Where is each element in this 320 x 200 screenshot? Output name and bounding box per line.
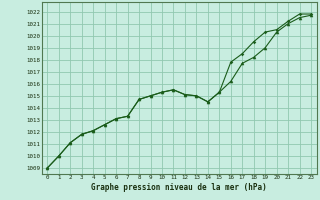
X-axis label: Graphe pression niveau de la mer (hPa): Graphe pression niveau de la mer (hPa): [91, 183, 267, 192]
